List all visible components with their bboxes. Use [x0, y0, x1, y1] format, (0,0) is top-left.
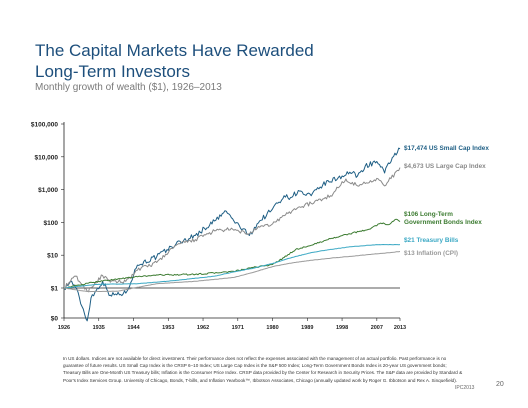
- y-tick-label: $100,000: [31, 122, 58, 129]
- x-tick-label: 1980: [266, 325, 278, 331]
- axis-layer: $0 $1 $10 $100 $1,000 $10,000 $100,000 1926 1935…: [31, 122, 406, 332]
- y-tick-label: $0: [51, 316, 59, 323]
- series-end-label: $17,474 US Small Cap Index: [404, 145, 489, 152]
- series-line-us-small-cap-index: [63, 147, 401, 322]
- page-number: 20: [496, 381, 504, 388]
- title-line-2: Long-Term Investors: [35, 62, 190, 81]
- series-line-long-term-government-bonds-index: [63, 218, 401, 289]
- y-tick-label: $10: [47, 253, 58, 260]
- x-tick-label: 1998: [336, 325, 348, 331]
- series-line-inflation-cpi-: [63, 251, 401, 293]
- x-tick-label: 1944: [127, 325, 140, 331]
- x-tick-label: 2007: [371, 325, 383, 331]
- footnote: In US dollars. Indices are not available…: [63, 356, 463, 383]
- x-tick-label: 1953: [162, 325, 174, 331]
- series-line-us-large-cap-index: [63, 167, 401, 293]
- x-tick-label: 1935: [93, 325, 105, 331]
- y-tick-label: $100: [44, 220, 59, 227]
- y-tick-label: $10,000: [35, 154, 59, 161]
- page-code: IPC2013: [455, 385, 475, 391]
- x-tick-label: 1971: [232, 325, 244, 331]
- x-tick-label: 2013: [394, 325, 406, 331]
- series-end-label: $106 Long-Term Government Bonds Index: [404, 211, 482, 226]
- title-line-1: The Capital Markets Have Rewarded: [35, 41, 314, 60]
- series-line-treasury-bills: [64, 244, 401, 289]
- page-title: The Capital Markets Have Rewarded Long-T…: [35, 40, 314, 82]
- series-end-label: $4,673 US Large Cap Index: [404, 163, 486, 170]
- x-tick-label: 1926: [58, 325, 70, 331]
- y-tick-label: $1: [51, 286, 59, 293]
- series-end-label: $21 Treasury Bills: [404, 237, 459, 244]
- page-subtitle: Monthly growth of wealth ($1), 1926–2013: [35, 82, 222, 93]
- series-end-label: $13 Inflation (CPI): [404, 250, 458, 257]
- x-tick-label: 1989: [301, 325, 313, 331]
- x-tick-label: 1962: [197, 325, 209, 331]
- series-layer: [63, 147, 401, 322]
- series-label-layer: $17,474 US Small Cap Index $4,673 US Larg…: [404, 145, 489, 257]
- y-tick-label: $1,000: [38, 187, 58, 194]
- growth-of-wealth-chart: $0 $1 $10 $100 $1,000 $10,000 $100,000 1926 1935…: [31, 122, 489, 332]
